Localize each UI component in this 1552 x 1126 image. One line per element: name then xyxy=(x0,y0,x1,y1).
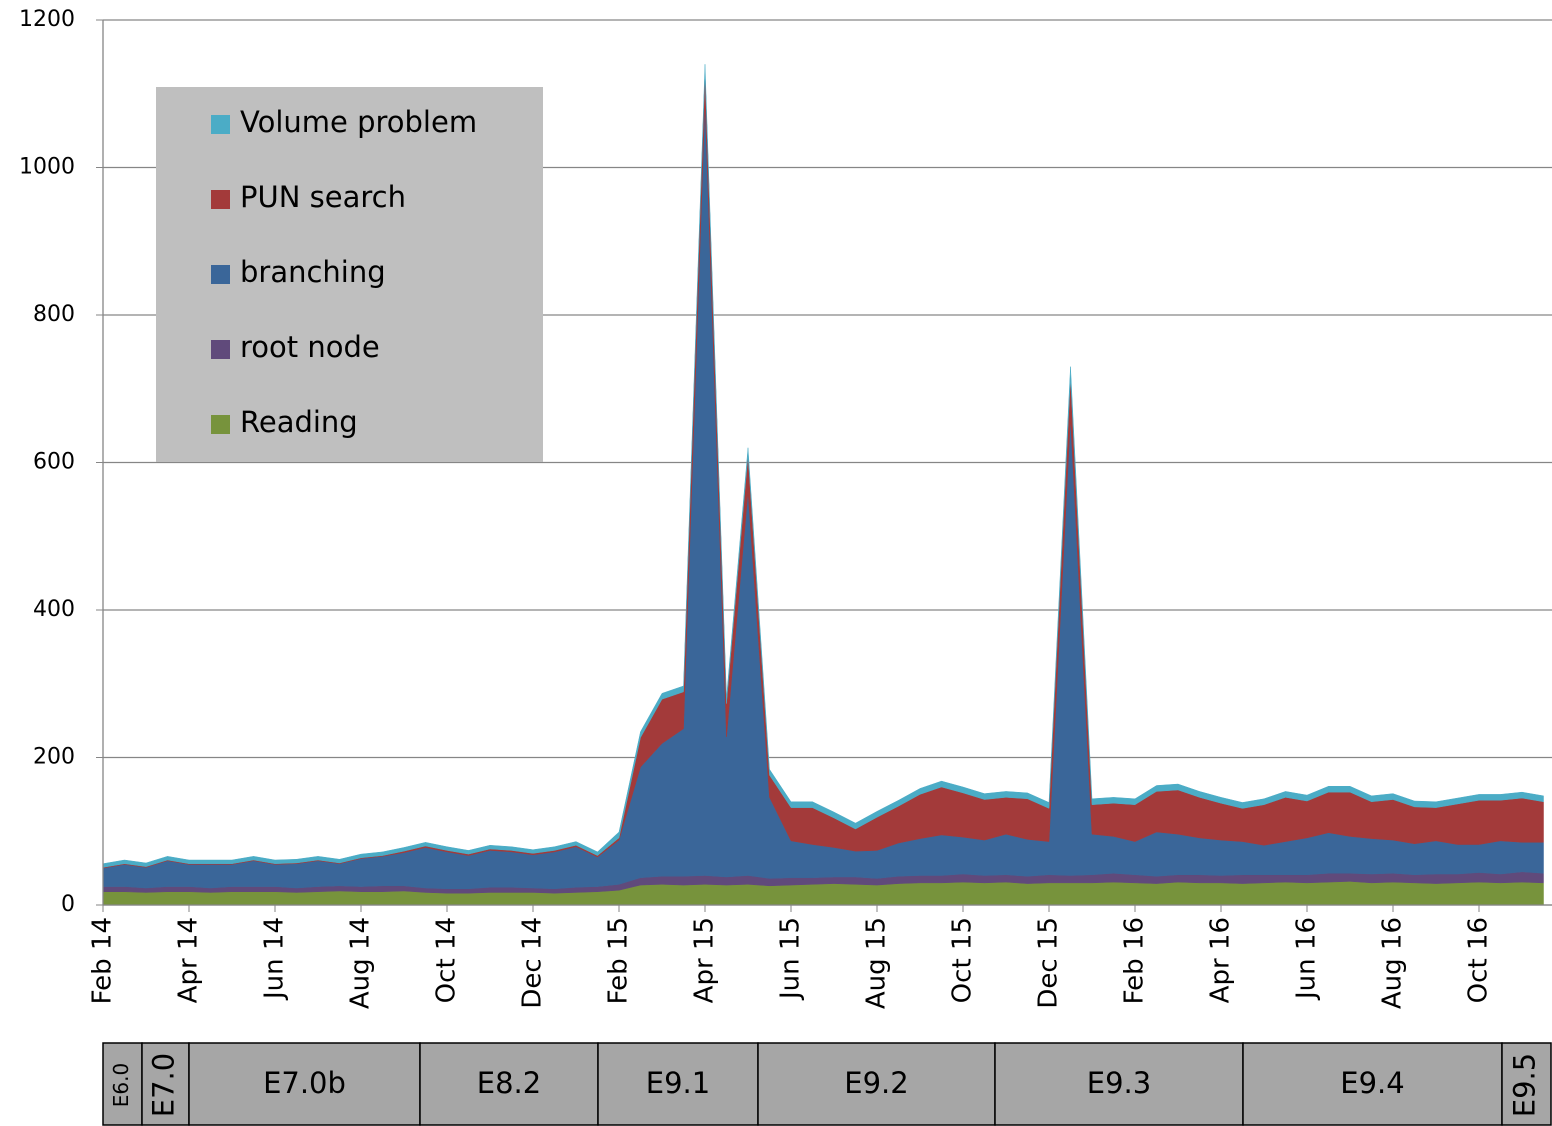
area xyxy=(102,64,1544,868)
legend-swatch xyxy=(211,265,230,284)
x-tick-label: Jun 16 xyxy=(1292,917,1322,1001)
version-label: E9.5 xyxy=(1508,1053,1542,1117)
legend-swatch xyxy=(211,190,230,209)
x-tick-label: Aug 16 xyxy=(1378,917,1408,1009)
x-tick-label: Feb 14 xyxy=(88,917,118,1004)
x-tick-label: Aug 15 xyxy=(862,917,892,1009)
legend-label: branching xyxy=(240,255,386,289)
y-tick-label: 1200 xyxy=(19,7,75,32)
legend-swatch xyxy=(211,415,230,434)
legend-label: PUN search xyxy=(240,180,406,214)
version-label: E9.4 xyxy=(1340,1066,1404,1100)
x-tick-label: Aug 14 xyxy=(346,917,376,1009)
version-label: E8.2 xyxy=(477,1066,541,1100)
x-tick-label: Jun 15 xyxy=(776,917,806,1001)
legend-label: Reading xyxy=(240,405,358,439)
version-cell xyxy=(419,1042,599,1126)
x-tick-label: Apr 15 xyxy=(690,917,720,1003)
x-tick-label: Apr 14 xyxy=(174,917,204,1003)
version-label: E9.2 xyxy=(844,1066,908,1100)
version-cell xyxy=(102,1042,143,1126)
y-tick-label: 200 xyxy=(33,745,75,770)
legend-swatch xyxy=(211,115,230,134)
y-tick-label: 800 xyxy=(33,302,75,327)
y-tick-label: 0 xyxy=(61,892,75,917)
x-tick-label: Dec 15 xyxy=(1034,917,1064,1009)
version-label: E7.0b xyxy=(263,1066,346,1100)
x-tick-label: Oct 15 xyxy=(948,917,978,1003)
x-tick-label: Dec 14 xyxy=(518,917,548,1009)
version-cell xyxy=(1501,1042,1552,1126)
y-tick-label: 400 xyxy=(33,597,75,622)
x-tick-label: Oct 14 xyxy=(432,917,462,1003)
version-cell xyxy=(141,1042,190,1126)
y-tick-label: 1000 xyxy=(19,155,75,180)
x-tick-label: Jun 14 xyxy=(260,917,290,1001)
version-cell xyxy=(994,1042,1244,1126)
version-cell xyxy=(597,1042,759,1126)
version-label: E6.0 xyxy=(109,1063,133,1107)
x-tick-label: Feb 15 xyxy=(604,917,634,1004)
x-tick-label: Feb 16 xyxy=(1120,917,1150,1004)
y-tick-label: 600 xyxy=(33,450,75,475)
legend-label: root node xyxy=(240,330,380,364)
x-tick-label: Oct 16 xyxy=(1464,917,1494,1003)
x-tick-label: Apr 16 xyxy=(1206,917,1236,1003)
legend-swatch xyxy=(211,340,230,359)
version-cell xyxy=(188,1042,421,1126)
legend-label: Volume problem xyxy=(240,105,477,139)
version-label: E9.3 xyxy=(1087,1066,1151,1100)
version-label: E7.0 xyxy=(147,1053,181,1117)
version-label: E9.1 xyxy=(646,1066,710,1100)
